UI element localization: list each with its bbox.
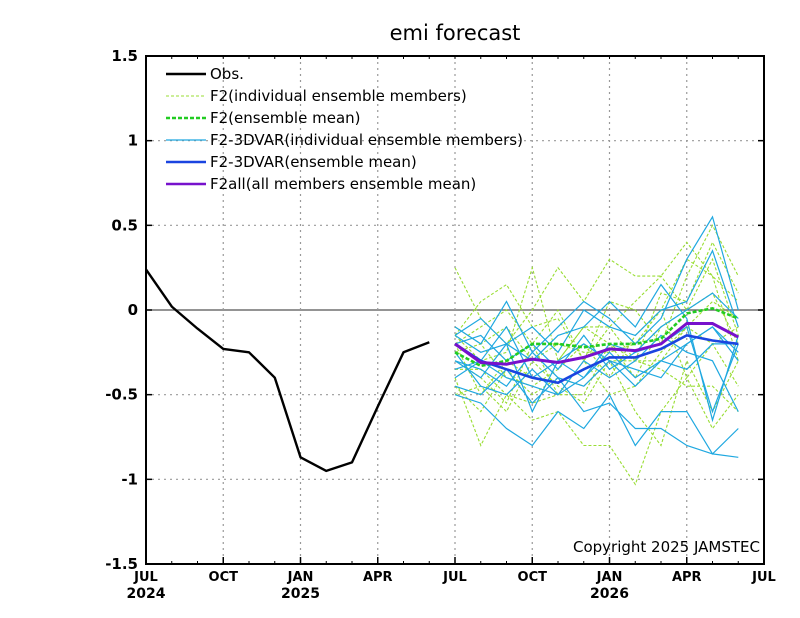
f2-member-line (454, 376, 739, 486)
f2-3dvar-member-line (454, 249, 739, 354)
x-year-label: 2025 (281, 586, 320, 602)
y-tick-label: 0 (128, 301, 138, 319)
x-tick-label: JUL (751, 570, 776, 585)
y-tick-label: -1.5 (105, 555, 138, 573)
legend-label: F2(ensemble mean) (210, 109, 361, 127)
copyright-text: Copyright 2025 JAMSTEC (573, 538, 760, 556)
x-year-label: 2026 (590, 586, 629, 602)
legend-label: F2-3DVAR(individual ensemble members) (210, 131, 523, 149)
f2-member-line (454, 257, 739, 396)
f2-3dvar-member-line (454, 326, 739, 388)
x-tick-label: JUL (133, 570, 158, 585)
f2-3dvar-member-line (454, 343, 739, 396)
legend-label: F2all(all members ensemble mean) (210, 175, 476, 193)
x-tick-label: JAN (287, 570, 314, 585)
f2-member-line (454, 309, 739, 387)
y-tick-label: -1 (121, 470, 138, 488)
y-tick-label: -0.5 (105, 386, 138, 404)
y-tick-label: 1.5 (111, 47, 138, 65)
x-tick-label: APR (672, 570, 702, 585)
x-year-label: 2024 (127, 586, 166, 602)
f2all-mean-line (454, 322, 739, 366)
x-tick-label: OCT (518, 570, 548, 585)
f2-3dvar-mean-line (454, 334, 739, 385)
series-layer (145, 215, 739, 486)
x-tick-label: APR (363, 570, 393, 585)
x-tick-label: JAN (596, 570, 623, 585)
f2-member-line (454, 224, 739, 363)
legend: Obs. F2(individual ensemble members) F2(en… (166, 65, 523, 193)
f2-3dvar-member-line (454, 334, 739, 412)
x-tick-label: OCT (209, 570, 239, 585)
f2-member-line (455, 300, 739, 404)
f2-mean-line (454, 306, 739, 368)
f2-3dvar-member-line (454, 292, 739, 379)
legend-label: F2-3DVAR(ensemble mean) (210, 153, 417, 171)
f2-3dvar-member-line (454, 215, 739, 354)
y-tick-label: 0.5 (111, 216, 138, 234)
y-tick-label: 1 (128, 132, 138, 150)
f2-3dvar-member-line (454, 393, 739, 455)
f2-3dvar-member-line (454, 368, 739, 458)
obs-line (145, 268, 430, 473)
y-axis: 1.5 1 0.5 0 -0.5 -1 -1.5 (105, 47, 764, 573)
x-tick-label: JUL (442, 570, 467, 585)
chart-title: emi forecast (390, 21, 521, 45)
legend-label: Obs. (210, 65, 244, 83)
f2-member-line (454, 359, 739, 447)
legend-label: F2(individual ensemble members) (210, 87, 467, 105)
f2-member-line (454, 241, 739, 362)
